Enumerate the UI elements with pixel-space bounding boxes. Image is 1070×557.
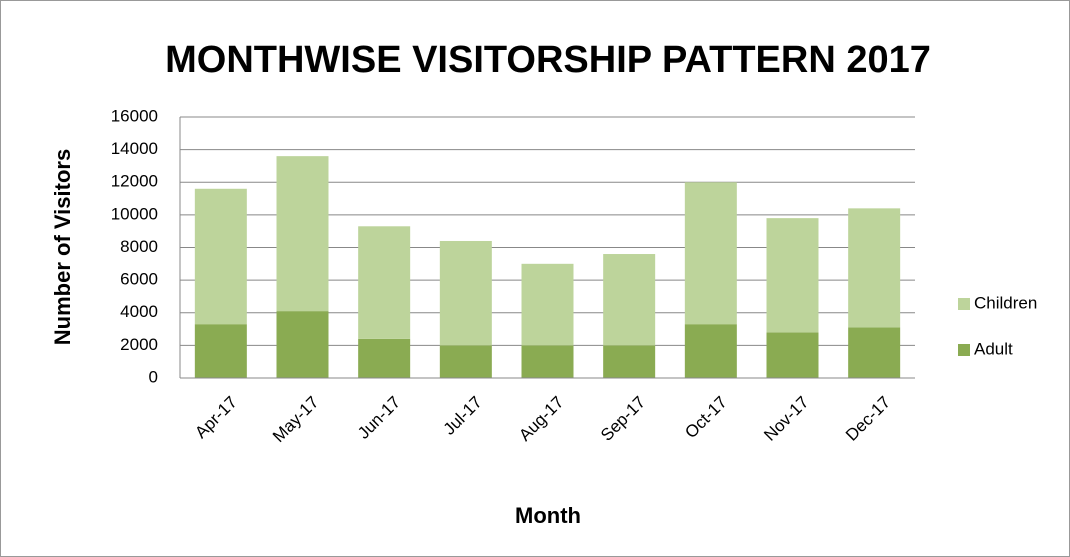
y-tick-label: 6000: [120, 270, 158, 289]
bar-segment: [439, 345, 492, 378]
y-tick-label: 14000: [111, 139, 158, 158]
bar-segment: [603, 254, 656, 346]
bar-segment: [848, 208, 901, 328]
bar-segment: [848, 327, 901, 378]
bar-segment: [358, 338, 411, 378]
legend-swatch: [958, 344, 970, 356]
bar-segment: [684, 182, 737, 325]
bar-segment: [684, 324, 737, 378]
bar-segment: [276, 311, 329, 378]
y-tick-label: 10000: [111, 204, 158, 223]
y-tick-label: 0: [149, 367, 158, 386]
bar-segment: [276, 156, 329, 312]
bar-segment: [603, 345, 656, 378]
y-tick-label: 4000: [120, 302, 158, 321]
bar-segment: [766, 218, 819, 333]
x-axis-label: Month: [515, 503, 581, 528]
bar-segment: [439, 240, 492, 346]
bar-segment: [194, 188, 247, 325]
bar-segment: [358, 226, 411, 339]
y-tick-label: 16000: [111, 106, 158, 125]
legend-label: Adult: [974, 339, 1013, 358]
bar-segment: [521, 263, 574, 346]
chart-title: MONTHWISE VISITORSHIP PATTERN 2017: [165, 39, 931, 81]
y-tick-label: 2000: [120, 335, 158, 354]
bar-segment: [194, 324, 247, 378]
bar-segment: [766, 332, 819, 378]
y-tick-label: 8000: [120, 237, 158, 256]
legend-swatch: [958, 298, 970, 310]
legend-label: Children: [974, 293, 1037, 312]
y-axis-label: Number of Visitors: [50, 149, 75, 345]
bar-segment: [521, 345, 574, 378]
y-tick-label: 12000: [111, 172, 158, 191]
